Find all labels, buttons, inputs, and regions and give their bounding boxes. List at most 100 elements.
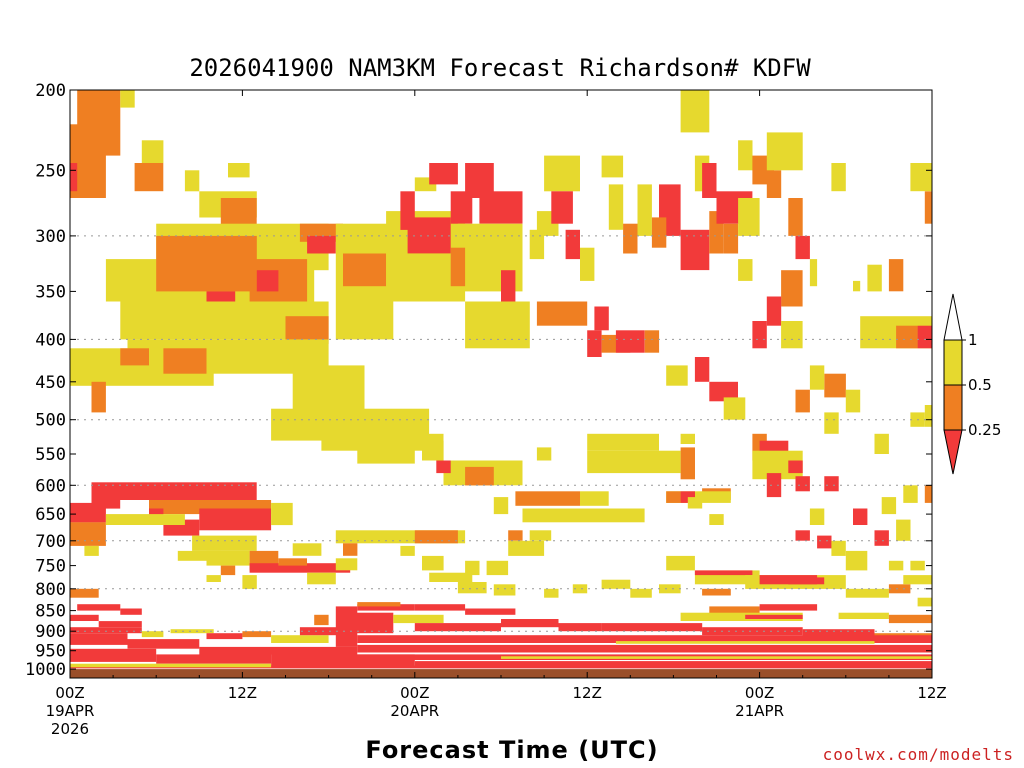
ri-cell-red [853, 508, 868, 525]
ri-cell-red [795, 530, 810, 541]
ri-cell-orange [314, 614, 329, 626]
ri-cell-yellow [400, 545, 415, 556]
ri-cell-red [70, 633, 128, 645]
ri-cell-yellow [508, 540, 545, 556]
ri-cell-orange [795, 389, 810, 413]
ri-cell-yellow [845, 550, 868, 571]
x-tick-label: 20APR [390, 702, 439, 720]
y-tick-label: 450 [35, 373, 66, 393]
ri-cell-red [795, 476, 810, 492]
legend-label: 0.5 [968, 376, 992, 394]
ri-cell-red [120, 608, 142, 615]
ri-cell-red [759, 604, 818, 611]
ri-cell-orange [788, 198, 803, 236]
ri-cell-orange [623, 223, 638, 254]
x-axis-label: Forecast Time (UTC) [365, 736, 658, 764]
chart-title: 2026041900 NAM3KM Forecast Richardson# K… [189, 54, 811, 82]
x-tick-label: 2026 [51, 720, 89, 738]
ri-cell-red [817, 535, 832, 549]
ri-cell-red [156, 654, 272, 664]
x-tick-label: 12Z [917, 684, 946, 702]
ri-cell-red [565, 229, 580, 260]
ri-cell-orange [278, 558, 307, 566]
color-legend: 1 0.5 0.25 [943, 293, 1001, 475]
ri-cell-yellow [522, 508, 645, 523]
ri-cell-red [479, 191, 523, 224]
ri-cell-red [357, 604, 415, 611]
ri-cell-yellow [271, 502, 293, 526]
y-tick-label: 850 [35, 602, 66, 622]
x-tick-label: 21APR [735, 702, 784, 720]
ri-cell-yellow [917, 597, 932, 607]
ri-cell-red [788, 460, 803, 474]
ri-cell-red [70, 648, 157, 662]
y-tick-label: 900 [35, 622, 66, 642]
ri-cell-yellow [572, 584, 588, 594]
y-tick-label: 650 [35, 505, 66, 525]
ri-cell-red [98, 621, 142, 628]
ri-cell-orange [343, 543, 358, 556]
ri-cell-orange [70, 522, 106, 546]
ri-cell-red [206, 633, 243, 640]
y-tick-label: 800 [35, 580, 66, 600]
ri-cell-yellow [666, 365, 688, 386]
ri-cell-orange [781, 270, 803, 307]
ri-cell-red [594, 306, 609, 331]
ri-cell-yellow [680, 612, 803, 621]
ri-cell-orange [508, 530, 523, 541]
ri-cell-yellow [831, 163, 846, 192]
ri-cell-yellow [903, 575, 932, 585]
ground-band [70, 669, 932, 678]
ri-cell-orange [156, 235, 257, 292]
ri-cell-yellow [910, 560, 925, 571]
ri-cell-yellow [867, 264, 882, 292]
ri-cell-yellow [292, 543, 322, 556]
ri-cell-orange [134, 163, 164, 192]
ri-cell-yellow [845, 588, 889, 598]
ri-cell-red [824, 476, 839, 492]
y-tick-label: 200 [35, 81, 66, 101]
ri-cell-orange [70, 588, 99, 598]
ri-cell-yellow [809, 365, 825, 390]
ri-cell-yellow [896, 519, 911, 541]
ri-cell-red [307, 235, 336, 254]
ri-cell-yellow [170, 629, 214, 634]
ri-cell-orange [896, 325, 918, 349]
ri-cell-yellow [465, 301, 530, 349]
ri-cell-red [414, 623, 501, 632]
ri-cell-orange [120, 348, 149, 366]
ri-cell-red [70, 665, 932, 669]
ri-cell-yellow [206, 575, 221, 582]
ri-cell-orange [824, 373, 846, 398]
y-tick-label: 350 [35, 282, 66, 302]
ri-cell-yellow [335, 558, 358, 571]
y-tick-label: 300 [35, 227, 66, 247]
ri-cell-yellow [910, 163, 932, 192]
credit-link[interactable]: coolwx.com/modelts [823, 745, 1014, 764]
ri-cell-orange [357, 602, 401, 607]
ri-cell-yellow [709, 514, 724, 525]
ri-cell-yellow [924, 405, 932, 427]
ri-cell-orange [651, 217, 667, 248]
ri-cell-red [271, 654, 415, 666]
legend-arrow-bottom [943, 429, 963, 475]
ri-cell-yellow [666, 491, 731, 503]
ri-cell-red [149, 508, 164, 520]
ri-cell-orange [888, 614, 932, 624]
ri-cell-yellow [465, 560, 480, 576]
ri-cell-red [450, 191, 473, 224]
ri-cell-yellow [666, 555, 695, 571]
ri-cell-yellow [881, 497, 897, 515]
ri-cell-red [766, 296, 782, 326]
ri-cell-yellow [587, 433, 659, 451]
ri-cell-yellow [809, 508, 825, 525]
ri-cell-yellow [105, 514, 185, 525]
ri-cell-yellow [615, 641, 875, 644]
y-tick-label: 400 [35, 330, 66, 350]
ri-cell-red [558, 623, 602, 632]
ri-cell-red [91, 482, 257, 500]
ri-cell-yellow [659, 584, 681, 594]
ri-cell-red [436, 460, 451, 474]
y-tick-label: 500 [35, 411, 66, 431]
